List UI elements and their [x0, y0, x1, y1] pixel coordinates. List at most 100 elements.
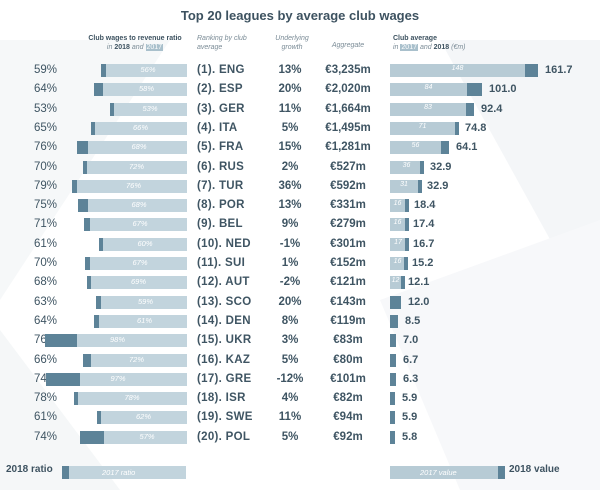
league-rank: (8). POR — [197, 199, 245, 212]
ratio-2018-bar — [77, 141, 88, 155]
growth-value: 5% — [281, 353, 299, 366]
table-row: 74% 57% (20). POL 5% €92m 5.8 — [0, 429, 600, 448]
ratio-header-2018: 2018 — [114, 44, 130, 51]
ratio-2017-bar — [45, 334, 187, 348]
growth-value: 11% — [278, 411, 302, 424]
league-rank: (4). ITA — [197, 121, 238, 134]
aggregate-value: €331m — [330, 199, 366, 212]
table-row: 64% 61% (14). DEN 8% €119m 8.5 — [0, 313, 600, 332]
league-rank: (16). KAZ — [197, 353, 251, 366]
ratio-2018-bar — [101, 64, 106, 77]
avg-header-unit: (€m) — [451, 44, 466, 51]
table-row: 59% 56% (1). ENG 13% €3,235m 148 161.7 — [0, 62, 600, 81]
avg-header-2017: 2017 — [400, 44, 418, 51]
legend-avg-dark — [498, 466, 505, 479]
league-rank: (10). NED — [197, 237, 251, 250]
avg-2017-bar — [390, 141, 441, 155]
avg-2018-bar — [401, 276, 405, 290]
ratio-2017-bar — [99, 314, 187, 328]
avg-header-and: and — [419, 44, 432, 51]
growth-value: 1% — [281, 257, 299, 269]
ratio-2018-label: 74% — [33, 430, 57, 443]
league-rank: (14). DEN — [197, 314, 251, 327]
growth-value: 4% — [281, 392, 299, 405]
avg-2018-label: 16.7 — [413, 237, 435, 250]
ratio-2017-bar — [91, 121, 187, 135]
ratio-2018-bar — [96, 295, 101, 309]
ratio-2018-bar — [72, 179, 77, 193]
ratio-2017-label: 98% — [110, 335, 126, 345]
avg-header-2018: 2018 — [433, 44, 450, 51]
avg-2018-bar — [390, 411, 395, 425]
aggregate-value: €94m — [333, 411, 363, 424]
avg-2018-bar — [390, 353, 396, 367]
aggregate-value: €80m — [333, 353, 363, 366]
ratio-2018-label: 78% — [33, 392, 57, 405]
league-rank: (1). ENG — [197, 64, 245, 76]
avg-header: Club average in 2017 and 2018 (€m) — [393, 34, 513, 52]
avg-2018-bar — [390, 314, 398, 328]
avg-2018-label: 161.7 — [545, 64, 573, 76]
avg-2017-bar — [390, 179, 418, 193]
ratio-2017-bar — [87, 276, 187, 290]
aggregate-value: €2,020m — [325, 83, 371, 96]
ratio-2018-bar — [83, 160, 87, 174]
ratio-2018-bar — [110, 102, 114, 116]
ratio-2018-bar — [45, 334, 77, 348]
table-row: 64% 58% (2). ESP 20% €2,020m 84 101.0 — [0, 81, 600, 100]
ratio-2018-bar — [46, 372, 80, 386]
table-row: 53% 53% (3). GER 11% €1,664m 83 92.4 — [0, 101, 600, 120]
ratio-2017-bar — [77, 179, 187, 193]
aggregate-value: €301m — [330, 237, 366, 250]
growth-value: 11% — [278, 102, 302, 115]
league-rank: (2). ESP — [197, 83, 243, 96]
avg-2017-bar — [390, 257, 405, 270]
ratio-2017-label: 61% — [137, 315, 153, 325]
aggregate-value: €527m — [330, 160, 366, 173]
legend-ratio-swatch: 2017 ratio — [62, 466, 186, 479]
ratio-2018-label: 61% — [33, 411, 57, 424]
avg-2017-label: 16 — [393, 200, 402, 208]
ratio-2018-bar — [91, 121, 95, 135]
ratio-2018-label: 68% — [33, 276, 57, 289]
ratio-2017-bar — [106, 64, 187, 77]
table-row: 68% 69% (12). AUT -2% €121m 12 12.1 — [0, 274, 600, 293]
ratio-2018-label: 63% — [33, 295, 57, 308]
aggregate-value: €143m — [330, 295, 366, 308]
growth-header: Underlying growth — [275, 35, 309, 51]
ratio-2017-label: 68% — [131, 200, 147, 210]
aggregate-value: €82m — [333, 392, 363, 405]
avg-2017-label: 16 — [393, 219, 402, 227]
league-rank: (17). GRE — [197, 372, 252, 385]
growth-value: 36% — [278, 179, 302, 192]
avg-2017-label: 36 — [402, 161, 411, 169]
aggregate-header: Aggregate — [331, 42, 365, 49]
legend-avg-swatch: 2017 value — [390, 466, 505, 479]
ratio-2017-label: 97% — [110, 373, 126, 383]
league-rank: (6). RUS — [197, 160, 245, 173]
table-row: 61% 62% (19). SWE 11% €94m 5.9 — [0, 409, 600, 428]
ratio-2017-bar — [97, 411, 187, 425]
ratio-2018-label: 70% — [33, 257, 57, 269]
avg-2018-label: 64.1 — [456, 141, 478, 154]
avg-2017-bar — [390, 64, 525, 77]
ratio-2017-label: 72% — [129, 354, 145, 364]
avg-2018-label: 15.2 — [412, 257, 434, 269]
avg-2017-bar — [390, 160, 423, 174]
league-rank: (3). GER — [197, 102, 245, 115]
ratio-2018-label: 76% — [33, 141, 57, 154]
avg-2018-label: 6.7 — [403, 353, 419, 366]
table-row: 70% 72% (6). RUS 2% €527m 36 32.9 — [0, 159, 600, 178]
league-rank: (5). FRA — [197, 141, 244, 154]
growth-value: 5% — [281, 121, 299, 134]
avg-2017-bar — [390, 218, 405, 232]
avg-2018-bar — [390, 392, 395, 406]
avg-2018-label: 32.9 — [427, 179, 449, 192]
table-row: 63% 59% (13). SCO 20% €143m 12.0 — [0, 294, 600, 313]
avg-2018-bar — [390, 334, 396, 348]
avg-2018-label: 17.4 — [413, 218, 435, 231]
ratio-2017-bar — [101, 295, 187, 309]
ratio-2018-label: 66% — [33, 353, 57, 366]
avg-2018-bar — [420, 160, 424, 174]
